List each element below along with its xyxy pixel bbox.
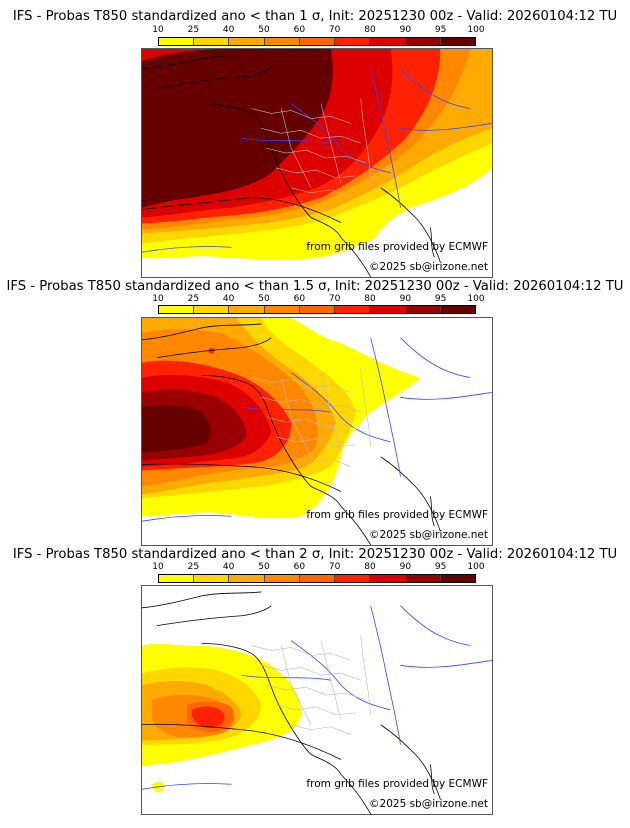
colorbar-tick-label: 25 — [187, 25, 200, 35]
colorbar-segment — [370, 38, 406, 45]
colorbar-segment — [194, 38, 230, 45]
rivers-3 — [142, 605, 492, 790]
source-credit-1: from grib files provided by ECMWF — [306, 241, 488, 253]
colorbar-tick-label: 80 — [364, 25, 376, 35]
regional-borders-3 — [251, 635, 371, 735]
coastlines-1 — [142, 54, 441, 277]
colorbar-segment — [335, 306, 371, 313]
regional-borders-2 — [251, 367, 371, 467]
colorbar-segment — [370, 575, 406, 582]
colorbar-segment — [194, 575, 230, 582]
copyright-1: ©2025 sb@irizone.net — [369, 261, 488, 273]
colorbar-tick-label: 90 — [399, 562, 412, 572]
colorbar-tick-label: 95 — [434, 562, 447, 572]
probability-map-2 — [142, 318, 492, 545]
colorbar-tick-label: 80 — [364, 562, 376, 572]
colorbar-segment — [440, 575, 475, 582]
coastlines-2 — [142, 323, 441, 545]
rivers-1 — [142, 68, 492, 253]
colorbar-3 — [158, 574, 476, 583]
colorbar-segment — [264, 306, 300, 313]
colorbar-segment — [405, 575, 441, 582]
colorbar-tick-label: 60 — [293, 562, 306, 572]
colorbar-tick-label: 50 — [258, 294, 270, 304]
regional-borders-1 — [251, 98, 371, 198]
colorbar-segment — [335, 38, 371, 45]
map-panel-1: from grib files provided by ECMWF ©2025 … — [141, 48, 493, 278]
probability-field-2 — [142, 318, 492, 545]
colorbar-ticks-3: 10 25 40 50 60 70 80 90 95 100 — [152, 562, 484, 572]
map-title-3: IFS - Probas T850 standardized ano < tha… — [12, 547, 618, 562]
map-panel-3: from grib files provided by ECMWF ©2025 … — [141, 585, 493, 815]
colorbar-segment — [229, 575, 265, 582]
colorbar-tick-label: 80 — [364, 294, 376, 304]
colorbar-tick-label: 40 — [222, 562, 235, 572]
colorbar-tick-label: 100 — [467, 25, 485, 35]
colorbar-segment — [335, 575, 371, 582]
colorbar-segment — [440, 38, 475, 45]
colorbar-tick-label: 70 — [328, 25, 341, 35]
colorbar-segment — [440, 306, 475, 313]
colorbar-segment — [370, 306, 406, 313]
colorbar-tick-label: 25 — [187, 562, 200, 572]
colorbar-segment — [405, 306, 441, 313]
map-title-1: IFS - Probas T850 standardized ano < tha… — [12, 9, 618, 24]
colorbar-tick-label: 95 — [434, 25, 447, 35]
colorbar-tick-label: 10 — [152, 25, 164, 35]
colorbar-ticks-1: 10 25 40 50 60 70 80 90 95 100 — [152, 25, 484, 35]
colorbar-ticks-2: 10 25 40 50 60 70 80 90 95 100 — [152, 294, 484, 304]
probability-map-1 — [142, 49, 492, 277]
colorbar-tick-label: 60 — [293, 25, 306, 35]
colorbar-1 — [158, 37, 476, 46]
probability-map-3 — [142, 586, 492, 814]
colorbar-tick-label: 90 — [399, 294, 412, 304]
colorbar-tick-label: 90 — [399, 25, 412, 35]
colorbar-tick-label: 70 — [328, 562, 341, 572]
source-credit-3: from grib files provided by ECMWF — [306, 778, 488, 790]
colorbar-tick-label: 100 — [467, 294, 485, 304]
colorbar-segment — [405, 38, 441, 45]
colorbar-segment — [264, 38, 300, 45]
map-title-2: IFS - Probas T850 standardized ano < tha… — [6, 279, 624, 294]
colorbar-segment — [299, 306, 336, 313]
colorbar-tick-label: 70 — [328, 294, 341, 304]
colorbar-tick-label: 40 — [222, 25, 235, 35]
colorbar-segment — [299, 38, 336, 45]
source-credit-2: from grib files provided by ECMWF — [306, 509, 488, 521]
colorbar-segment — [159, 306, 195, 313]
colorbar-segment — [159, 38, 195, 45]
colorbar-segment — [194, 306, 230, 313]
colorbar-2 — [158, 305, 476, 314]
colorbar-tick-label: 50 — [258, 562, 270, 572]
colorbar-tick-label: 10 — [152, 562, 164, 572]
colorbar-tick-label: 40 — [222, 294, 235, 304]
colorbar-segment — [229, 38, 265, 45]
probability-field-3 — [142, 586, 492, 814]
colorbar-segment — [264, 575, 300, 582]
colorbar-tick-label: 100 — [467, 562, 485, 572]
rivers-2 — [142, 337, 492, 522]
colorbar-tick-label: 50 — [258, 25, 270, 35]
colorbar-tick-label: 95 — [434, 294, 447, 304]
map-panel-2: from grib files provided by ECMWF ©2025 … — [141, 317, 493, 546]
copyright-2: ©2025 sb@irizone.net — [369, 529, 488, 541]
colorbar-segment — [299, 575, 336, 582]
colorbar-segment — [229, 306, 265, 313]
copyright-3: ©2025 sb@irizone.net — [369, 798, 488, 810]
colorbar-tick-label: 60 — [293, 294, 306, 304]
colorbar-segment — [159, 575, 195, 582]
coastlines-3 — [142, 591, 441, 814]
colorbar-tick-label: 10 — [152, 294, 164, 304]
colorbar-tick-label: 25 — [187, 294, 200, 304]
